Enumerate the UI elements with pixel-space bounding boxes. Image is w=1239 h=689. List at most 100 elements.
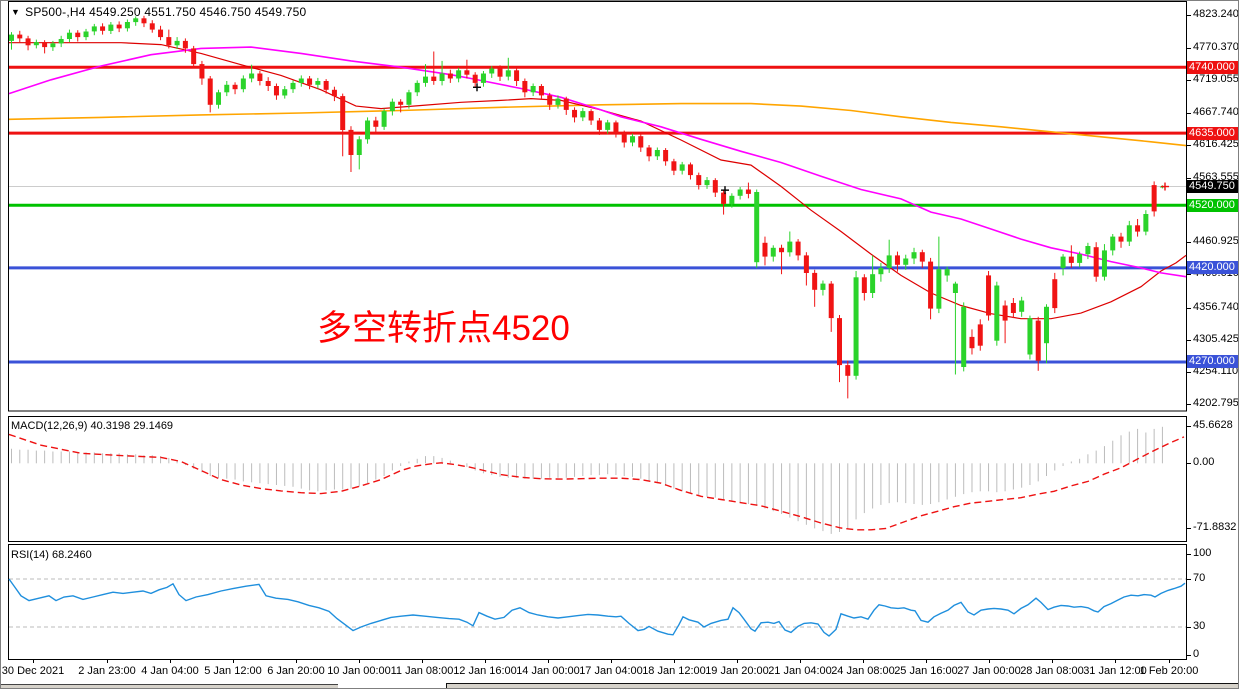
price-axis-tick <box>1186 112 1191 114</box>
time-axis-label: 11 Jan 08:00 <box>390 665 454 677</box>
time-axis-label: 4 Jan 04:00 <box>141 665 199 677</box>
time-axis-tick <box>359 659 360 663</box>
rsi-axis-label: 70 <box>1193 572 1206 584</box>
macd-axis-label: 0.00 <box>1193 456 1215 469</box>
ma-magenta-line <box>8 46 1187 278</box>
price-level-badge: 4520.000 <box>1187 198 1238 212</box>
time-axis-label: 19 Jan 20:00 <box>705 665 769 677</box>
chart-annotation-text: 多空转折点4520 <box>317 309 570 348</box>
price-axis-label: 4460.925 <box>1193 235 1239 248</box>
time-axis-label: 1 Feb 20:00 <box>1139 665 1199 677</box>
rsi-axis-tick <box>1186 579 1191 580</box>
time-axis-label: 30 Dec 2021 <box>1 665 65 677</box>
time-axis-label: 14 Jan 00:00 <box>516 665 580 677</box>
rsi-axis-label: 100 <box>1193 547 1212 559</box>
price-axis-label: 4616.425 <box>1193 137 1239 150</box>
price-axis-tick <box>1186 274 1191 276</box>
time-axis-label: 10 Jan 00:00 <box>327 665 391 677</box>
price-level-badge: 4270.000 <box>1187 355 1238 369</box>
rsi-panel <box>8 578 1186 637</box>
macd-axis-tick <box>1186 463 1191 465</box>
price-axis-tick <box>1186 339 1191 341</box>
price-level-badge: 4549.750 <box>1187 180 1238 194</box>
time-axis-tick <box>485 659 486 663</box>
time-axis-label: 28 Jan 08:00 <box>1020 665 1084 677</box>
time-axis-tick <box>422 659 423 663</box>
price-axis-tick <box>1186 177 1191 179</box>
price-axis-tick <box>1186 307 1191 309</box>
time-axis-tick <box>233 659 234 663</box>
time-axis-label: 25 Jan 16:00 <box>894 665 958 677</box>
bottom-window-strip-right <box>446 683 1238 688</box>
macd-indicator-label: MACD(12,26,9) 40.3198 29.1469 <box>11 420 174 432</box>
time-axis-tick <box>296 659 297 663</box>
time-axis-tick <box>674 659 675 663</box>
time-axis-tick <box>989 659 990 663</box>
price-axis-label: 4770.370 <box>1193 41 1239 54</box>
price-axis-label: 4823.240 <box>1193 8 1239 20</box>
bottom-window-strip-left <box>1 684 338 688</box>
price-axis-tick <box>1186 371 1191 373</box>
price-axis-label: 4667.740 <box>1193 105 1239 118</box>
price-axis-label: 4202.795 <box>1193 397 1239 410</box>
macd-axis-label: 45.6628 <box>1193 419 1233 431</box>
time-axis-tick <box>107 659 108 663</box>
time-axis-label: 31 Jan 12:00 <box>1083 665 1147 677</box>
ma-orange-line <box>8 102 1187 147</box>
price-axis-label: 4305.425 <box>1193 332 1239 345</box>
time-axis-label: 17 Jan 04:00 <box>579 665 643 677</box>
time-axis-tick <box>1169 659 1170 663</box>
ma-red-line <box>9 42 1187 320</box>
time-axis-tick <box>926 659 927 663</box>
time-axis-label: 2 Jan 23:00 <box>78 665 136 677</box>
rsi-line <box>8 578 1186 637</box>
rsi-indicator-label: RSI(14) 68.2460 <box>11 549 92 561</box>
time-axis-label: 5 Jan 12:00 <box>204 665 262 677</box>
candlesticks <box>9 15 1165 399</box>
macd-axis-label: -71.8832 <box>1193 521 1237 534</box>
time-axis-label: 27 Jan 00:00 <box>957 665 1021 677</box>
rsi-axis-tick <box>1186 655 1191 656</box>
time-axis-tick <box>737 659 738 663</box>
time-axis-label: 12 Jan 16:00 <box>453 665 517 677</box>
price-axis-tick <box>1186 144 1191 146</box>
price-axis-tick <box>1186 404 1191 406</box>
price-axis-tick <box>1186 242 1191 244</box>
symbol-dropdown-icon[interactable]: ▼ <box>11 7 21 17</box>
time-axis-label: 21 Jan 04:00 <box>768 665 832 677</box>
rsi-axis-label: 30 <box>1193 620 1206 632</box>
rsi-axis-label: 0 <box>1193 648 1200 660</box>
time-axis-tick <box>800 659 801 663</box>
time-axis-tick <box>548 659 549 663</box>
price-axis-tick <box>1186 48 1191 50</box>
price-level-badge: 4635.000 <box>1187 126 1238 140</box>
price-axis-label: 4719.055 <box>1193 73 1239 86</box>
rsi-axis-tick <box>1186 554 1191 555</box>
macd-axis-tick <box>1186 426 1191 427</box>
moving-averages <box>8 42 1187 320</box>
price-level-badge: 4740.000 <box>1187 60 1238 74</box>
price-axis-tick <box>1186 15 1191 16</box>
price-axis-label: 4356.740 <box>1193 300 1239 313</box>
price-axis-tick <box>1186 80 1191 82</box>
horizontal-level-lines <box>9 65 1186 364</box>
chart-plus-markers <box>473 83 1169 195</box>
time-axis-tick <box>170 659 171 663</box>
panel-borders <box>8 1 1187 660</box>
macd-panel <box>8 426 1185 534</box>
time-axis-tick <box>1052 659 1053 663</box>
macd-signal-line <box>8 433 1185 531</box>
time-axis-tick <box>33 659 34 663</box>
time-axis-tick <box>863 659 864 663</box>
time-axis-label: 6 Jan 20:00 <box>267 665 325 677</box>
rsi-axis-tick <box>1186 627 1191 628</box>
price-level-badge: 4420.000 <box>1187 261 1238 275</box>
macd-axis-tick <box>1186 528 1191 530</box>
quote-header: ▼ SP500-,H4 4549.250 4551.750 4546.750 45… <box>11 5 306 19</box>
time-axis-tick <box>611 659 612 663</box>
price-axis-label: 4563.555 <box>1193 170 1239 183</box>
time-axis-tick <box>1115 659 1116 663</box>
